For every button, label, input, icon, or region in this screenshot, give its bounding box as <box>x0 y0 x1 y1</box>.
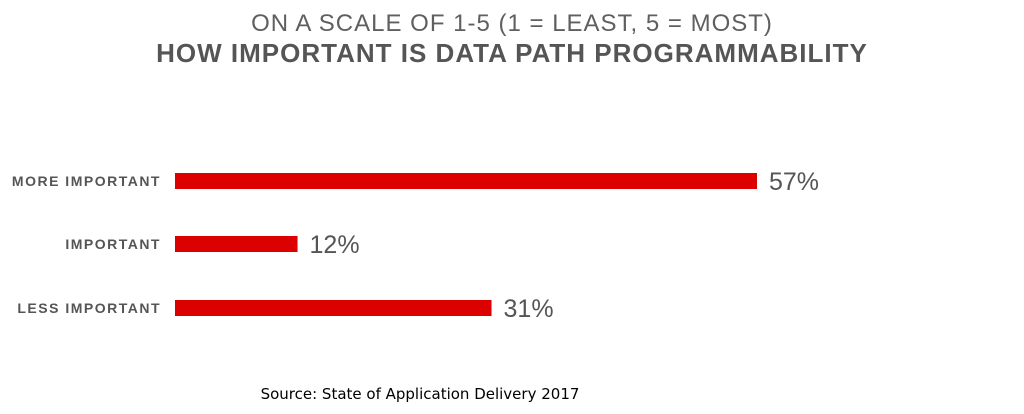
category-label: IMPORTANT <box>65 236 161 252</box>
chart-source: Source: State of Application Delivery 20… <box>260 385 580 403</box>
value-label: 31% <box>504 295 554 323</box>
bar <box>175 300 492 316</box>
value-label: 57% <box>769 168 819 196</box>
bar <box>175 236 298 252</box>
value-label: 12% <box>310 231 360 259</box>
category-label: LESS IMPORTANT <box>17 300 161 316</box>
bar <box>175 173 757 189</box>
chart-title: HOW IMPORTANT IS DATA PATH PROGRAMMABILI… <box>156 38 868 68</box>
category-label: MORE IMPORTANT <box>12 173 161 189</box>
chart-subtitle: ON A SCALE OF 1-5 (1 = LEAST, 5 = MOST) <box>251 10 773 37</box>
